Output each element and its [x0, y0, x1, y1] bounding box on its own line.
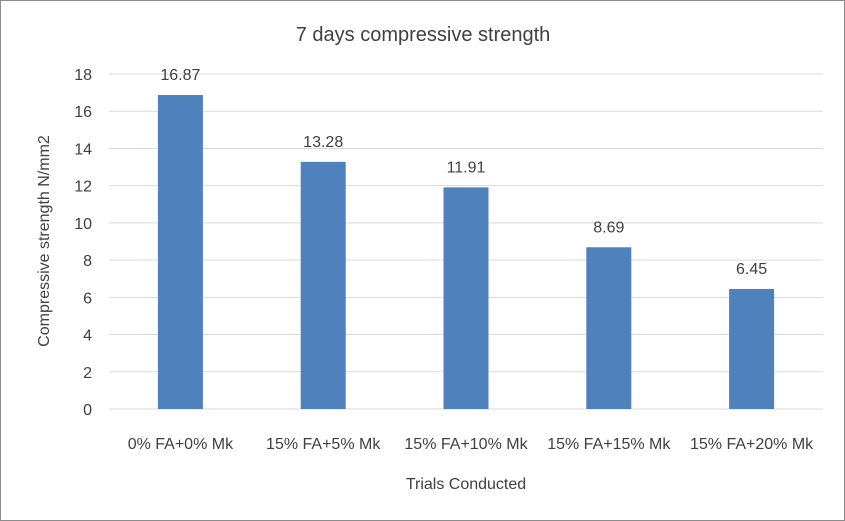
y-tick-label: 6	[83, 290, 92, 307]
y-tick-label: 4	[83, 328, 92, 345]
y-tick-label: 16	[74, 104, 92, 121]
x-category-label: 15% FA+15% Mk	[547, 436, 671, 453]
data-labels: 16.87 13.28 11.91 8.69 6.45	[160, 67, 767, 278]
y-tick-label: 12	[74, 179, 92, 196]
chart-title: 7 days compressive strength	[296, 24, 551, 46]
bar	[300, 161, 346, 409]
y-axis-title: Compressive strength N/mm2	[36, 135, 53, 347]
y-tick-label: 18	[74, 67, 92, 84]
data-label: 8.69	[593, 219, 624, 236]
data-label: 11.91	[447, 159, 486, 176]
y-tick-label: 8	[83, 253, 92, 270]
y-tick-label: 10	[74, 216, 92, 233]
data-label: 6.45	[736, 261, 767, 278]
x-axis-categories: 0% FA+0% Mk 15% FA+5% Mk 15% FA+10% Mk 15% …	[128, 436, 814, 453]
data-label: 13.28	[303, 134, 343, 151]
x-axis-title: Trials Conducted	[406, 476, 526, 493]
y-tick-label: 2	[83, 365, 92, 382]
x-category-label: 0% FA+0% Mk	[128, 436, 234, 453]
x-category-label: 15% FA+5% Mk	[266, 436, 381, 453]
bar	[586, 247, 632, 409]
y-axis-ticks: 0 2 4 6 8 10 12 14 16 18	[74, 67, 92, 419]
data-label: 16.87	[160, 67, 200, 84]
x-category-label: 15% FA+20% Mk	[690, 436, 814, 453]
bars	[157, 95, 775, 410]
x-category-label: 15% FA+10% Mk	[404, 436, 528, 453]
bar	[443, 187, 489, 409]
y-tick-label: 14	[74, 141, 92, 158]
y-tick-label: 0	[83, 402, 92, 419]
bar	[157, 95, 203, 410]
bar	[729, 288, 775, 409]
